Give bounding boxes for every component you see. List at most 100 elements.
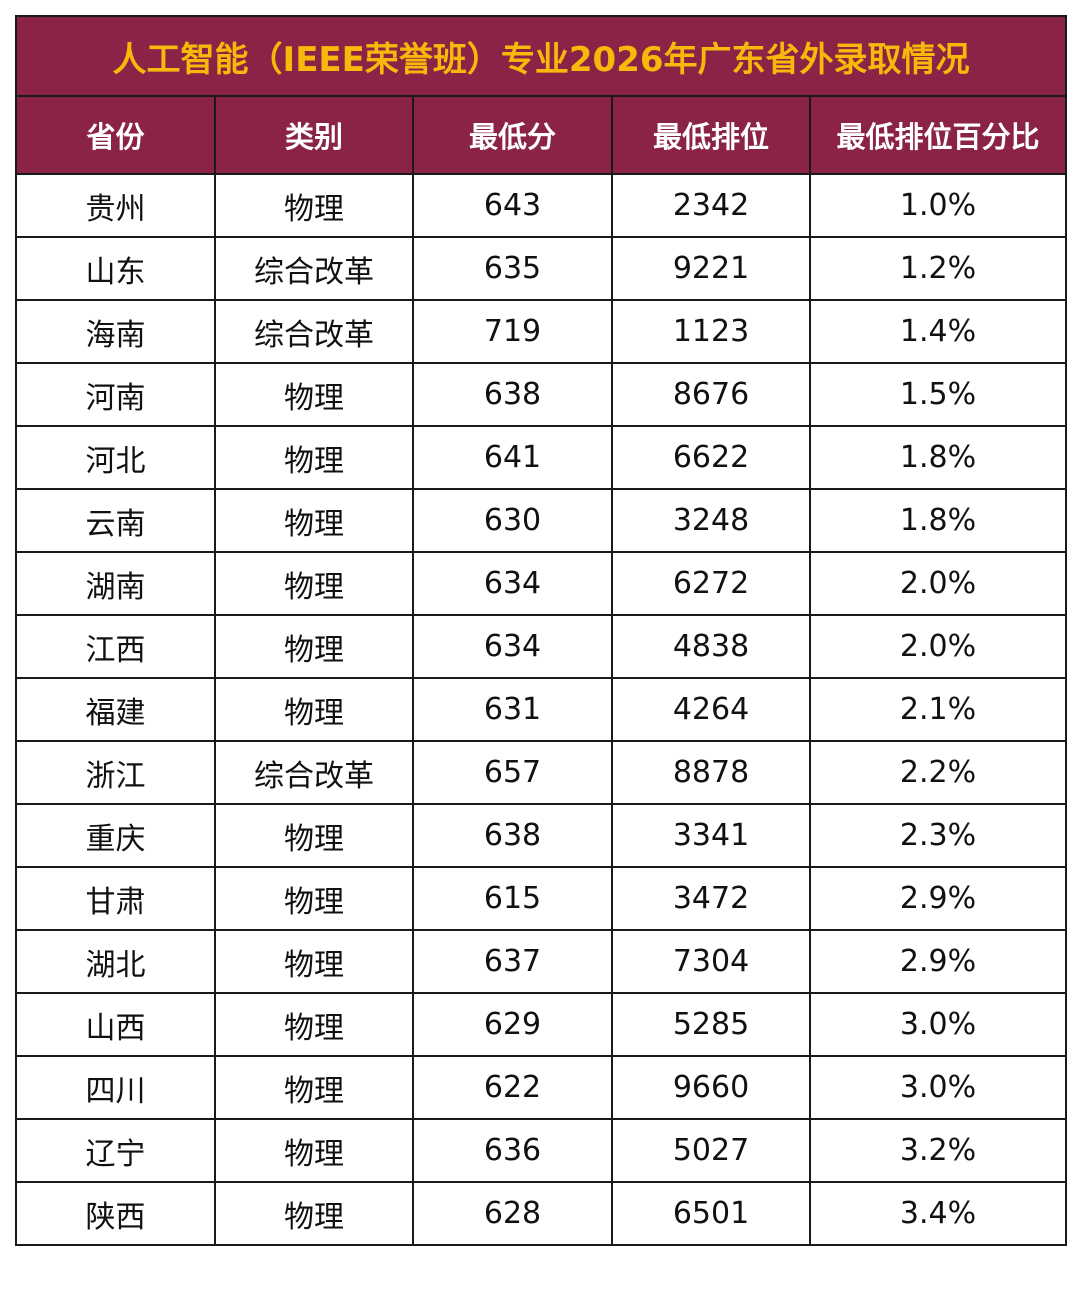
table-cell: 5027 [611,1118,811,1183]
table-cell: 物理 [214,1181,414,1246]
table-cell: 629 [412,992,613,1057]
table-row: 四川 物理 622 9660 3.0% [15,1055,1068,1120]
table-cell: 2.0% [808,551,1068,616]
table-cell: 8676 [611,362,811,427]
column-header: 最低排位百分比 [808,95,1068,175]
table-cell: 657 [412,740,613,805]
table-cell: 2.1% [808,677,1068,742]
table-cell: 6272 [611,551,811,616]
table-cell: 643 [412,173,613,238]
table-cell: 634 [412,614,613,679]
table-cell: 615 [412,866,613,931]
table-cell: 5285 [611,992,811,1057]
table-row: 山东 综合改革 635 9221 1.2% [15,236,1068,301]
table-cell: 7304 [611,929,811,994]
table-row: 福建 物理 631 4264 2.1% [15,677,1068,742]
table-cell: 物理 [214,929,414,994]
table-row: 海南 综合改革 719 1123 1.4% [15,299,1068,364]
table-cell: 山西 [15,992,216,1057]
table-cell: 628 [412,1181,613,1246]
table-cell: 636 [412,1118,613,1183]
table-title: 人工智能（IEEE荣誉班）专业2026年广东省外录取情况 [14,15,1068,97]
table-row: 浙江 综合改革 657 8878 2.2% [15,740,1068,805]
table-cell: 福建 [15,677,216,742]
table-cell: 山东 [15,236,216,301]
table-row: 云南 物理 630 3248 1.8% [15,488,1068,553]
table-cell: 物理 [214,551,414,616]
table-cell: 631 [412,677,613,742]
table-row: 辽宁 物理 636 5027 3.2% [15,1118,1068,1183]
table-cell: 2.0% [808,614,1068,679]
table-cell: 甘肃 [15,866,216,931]
table-cell: 1.8% [808,488,1068,553]
table-cell: 2.9% [808,929,1068,994]
table-cell: 浙江 [15,740,216,805]
table-cell: 江西 [15,614,216,679]
table-cell: 辽宁 [15,1118,216,1183]
table-cell: 综合改革 [214,236,414,301]
table-cell: 2.2% [808,740,1068,805]
table-cell: 湖北 [15,929,216,994]
table-cell: 物理 [214,803,414,868]
table-cell: 9660 [611,1055,811,1120]
table-cell: 2342 [611,173,811,238]
table-cell: 湖南 [15,551,216,616]
table-cell: 4838 [611,614,811,679]
table-cell: 1.2% [808,236,1068,301]
table-cell: 物理 [214,488,414,553]
table-cell: 物理 [214,614,414,679]
table-row: 重庆 物理 638 3341 2.3% [15,803,1068,868]
table-cell: 物理 [214,425,414,490]
header-row: 省份 类别 最低分 最低排位 最低排位百分比 [15,95,1068,175]
table-cell: 河南 [15,362,216,427]
table-cell: 海南 [15,299,216,364]
table-cell: 2.9% [808,866,1068,931]
table-cell: 1.8% [808,425,1068,490]
column-header: 最低分 [412,95,613,175]
table-cell: 3341 [611,803,811,868]
table-cell: 4264 [611,677,811,742]
table-cell: 1123 [611,299,811,364]
column-header: 类别 [214,95,414,175]
table-row: 贵州 物理 643 2342 1.0% [15,173,1068,238]
table-cell: 物理 [214,1055,414,1120]
column-header: 最低排位 [611,95,811,175]
table-row: 河南 物理 638 8676 1.5% [15,362,1068,427]
table-cell: 物理 [214,866,414,931]
table-cell: 634 [412,551,613,616]
table-cell: 四川 [15,1055,216,1120]
table-cell: 物理 [214,992,414,1057]
table-cell: 物理 [214,362,414,427]
table-cell: 综合改革 [214,740,414,805]
table-cell: 物理 [214,173,414,238]
table-cell: 637 [412,929,613,994]
table-cell: 641 [412,425,613,490]
table-cell: 重庆 [15,803,216,868]
table-cell: 635 [412,236,613,301]
table-cell: 1.4% [808,299,1068,364]
table-cell: 河北 [15,425,216,490]
column-header: 省份 [15,95,216,175]
table-row: 河北 物理 641 6622 1.8% [15,425,1068,490]
table-cell: 物理 [214,677,414,742]
table-cell: 云南 [15,488,216,553]
table-cell: 贵州 [15,173,216,238]
table-cell: 1.0% [808,173,1068,238]
table-row: 湖北 物理 637 7304 2.9% [15,929,1068,994]
table-cell: 638 [412,362,613,427]
table-body: 贵州 物理 643 2342 1.0% 山东 综合改革 635 9221 1.2% 海南 综合改革 71… [15,173,1068,1246]
admission-table: 人工智能（IEEE荣誉班）专业2026年广东省外录取情况 省份 类别 最低分 最低排位… [14,15,1068,1246]
table-cell: 3.2% [808,1118,1068,1183]
table-cell: 陕西 [15,1181,216,1246]
table-cell: 3472 [611,866,811,931]
table-row: 山西 物理 629 5285 3.0% [15,992,1068,1057]
table-cell: 8878 [611,740,811,805]
table-cell: 622 [412,1055,613,1120]
table-cell: 综合改革 [214,299,414,364]
table-cell: 3.0% [808,1055,1068,1120]
table-cell: 1.5% [808,362,1068,427]
table-cell: 638 [412,803,613,868]
table-cell: 2.3% [808,803,1068,868]
table-row: 江西 物理 634 4838 2.0% [15,614,1068,679]
table-cell: 3.0% [808,992,1068,1057]
